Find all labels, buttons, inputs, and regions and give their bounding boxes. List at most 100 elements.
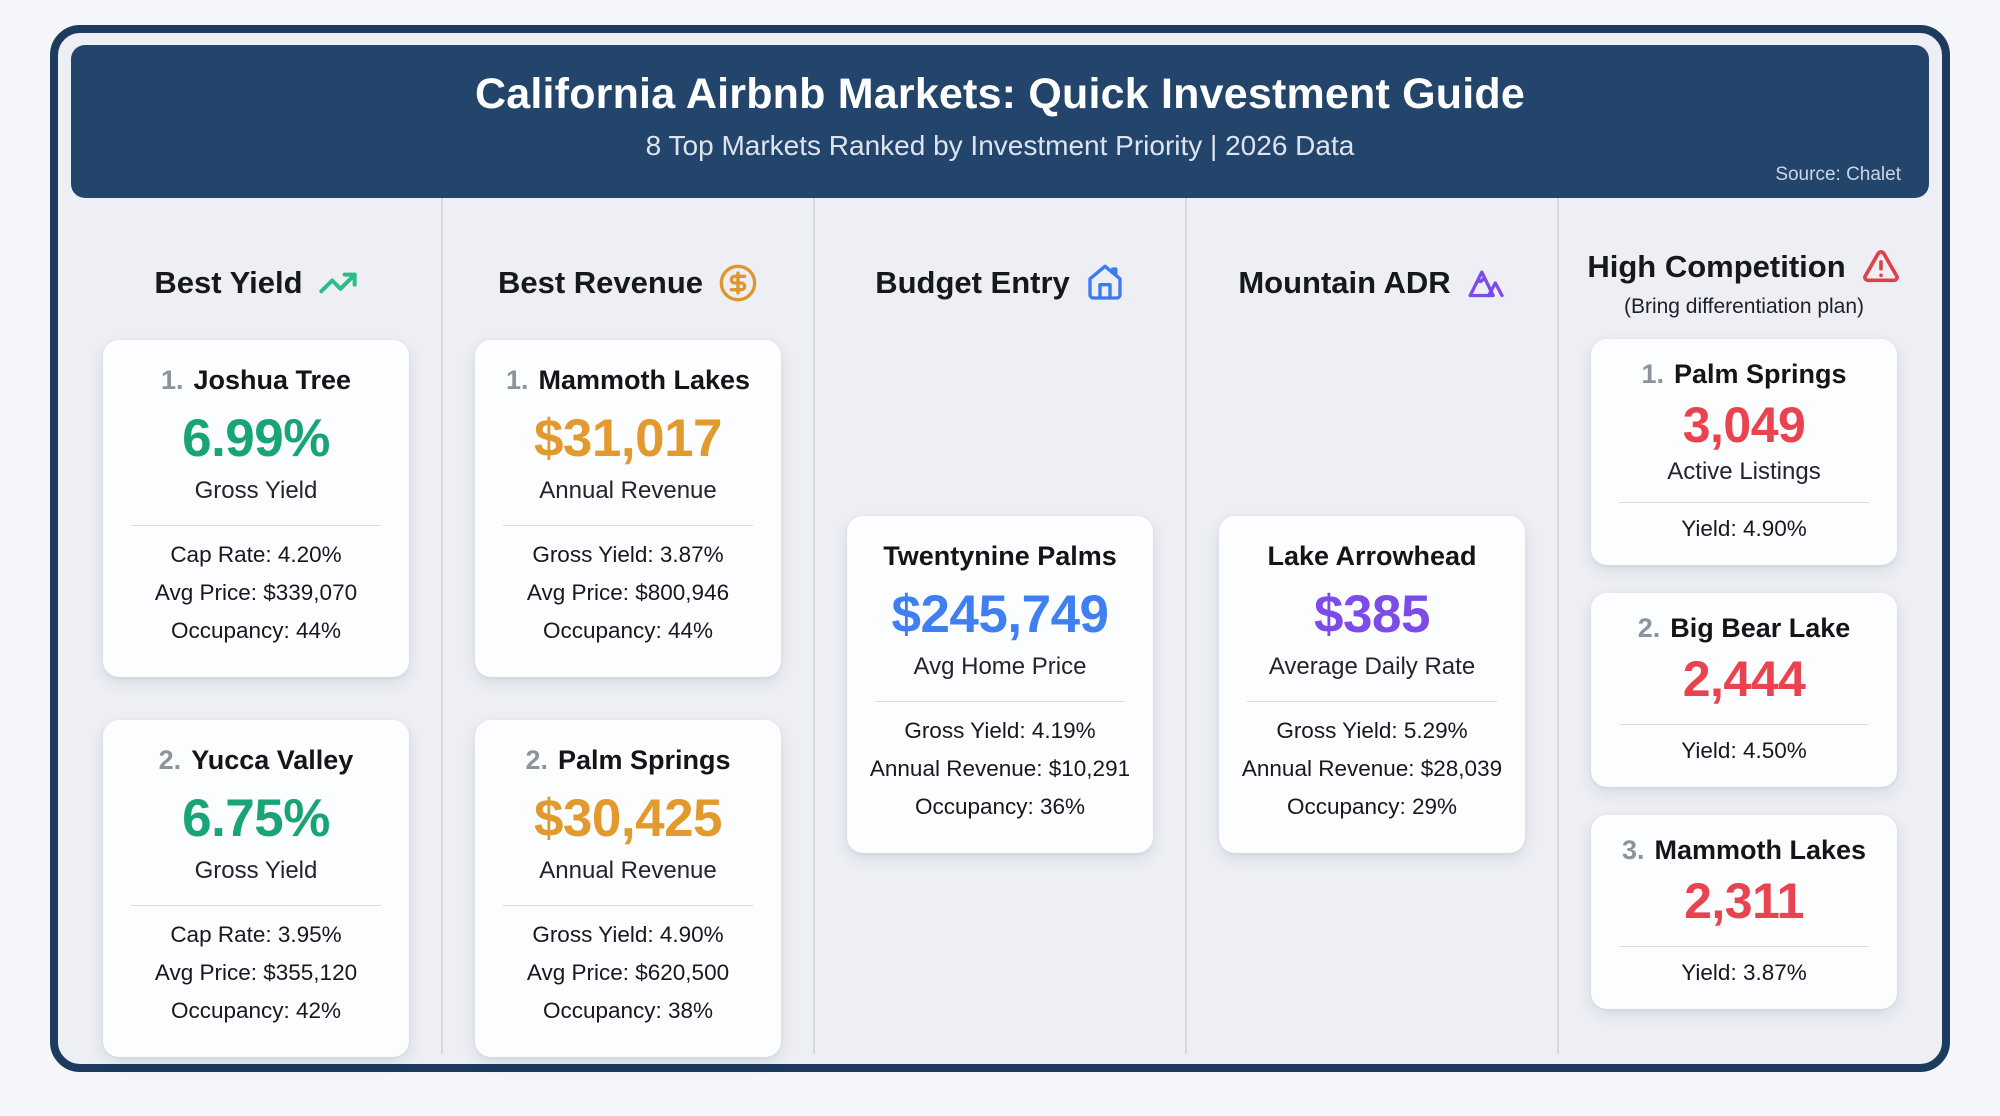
market-card-title: Lake Arrowhead [1233, 541, 1511, 572]
market-card-palm-springs: 1. Palm Springs 3,049 Active Listings Yield:… [1591, 339, 1897, 565]
market-details: Yield: 4.50% [1605, 733, 1883, 769]
column-mountain-adr: Mountain ADR Lake Arrowhead $385 Average Da… [1185, 198, 1557, 1054]
detail-line: Occupancy: 29% [1286, 794, 1458, 819]
detail-line: Annual Revenue: $10,291 [869, 756, 1131, 781]
card-divider [1619, 502, 1869, 503]
market-card-title: 2. Big Bear Lake [1605, 613, 1883, 644]
metric-value: 2,311 [1684, 873, 1804, 929]
metric-label: Avg Home Price [913, 653, 1087, 680]
market-card-big-bear-lake: 2. Big Bear Lake 2,444 Yield: 4.50% [1591, 593, 1897, 787]
column-header: Best Revenue [443, 260, 813, 306]
market-name: Palm Springs [1673, 359, 1847, 389]
column-header: High Competition (Bring differentiation p… [1559, 244, 1929, 319]
column-best-revenue: Best Revenue 1. Mammoth Lakes $31,017 Annual… [441, 198, 813, 1057]
column-title: Best Yield [154, 265, 303, 300]
metric-value: 6.75% [182, 789, 330, 848]
market-card-title: 3. Mammoth Lakes [1605, 835, 1883, 866]
cards-list: 1. Palm Springs 3,049 Active Listings Yield:… [1559, 339, 1929, 1009]
column-title: Mountain ADR [1238, 265, 1451, 300]
market-rank: 2. [158, 745, 182, 775]
market-details: Cap Rate: 4.20% Avg Price: $339,070 Occupa… [117, 536, 395, 650]
source-credit: Source: Chalet [1775, 164, 1901, 185]
market-rank: 1. [160, 365, 184, 395]
column-title-row: Budget Entry [815, 260, 1185, 306]
market-card-lake-arrowhead: Lake Arrowhead $385 Average Daily Rate Gros… [1219, 516, 1525, 853]
card-divider [1619, 724, 1869, 725]
mountain-icon [1466, 263, 1506, 303]
market-rank: 3. [1621, 835, 1645, 865]
market-details: Cap Rate: 3.95% Avg Price: $355,120 Occupa… [117, 916, 395, 1030]
card-divider [503, 525, 753, 526]
page-title: California Airbnb Markets: Quick Investm… [475, 70, 1525, 118]
market-name: Joshua Tree [193, 365, 352, 395]
metric-value: 3,049 [1682, 397, 1806, 453]
outer-frame: California Airbnb Markets: Quick Investm… [50, 25, 1950, 1072]
detail-line: Avg Price: $339,070 [154, 580, 358, 605]
market-card-yucca-valley: 2. Yucca Valley 6.75% Gross Yield Cap Rate: … [103, 720, 409, 1057]
market-details: Yield: 4.90% [1605, 511, 1883, 547]
detail-line: Yield: 3.87% [1681, 960, 1807, 985]
detail-line: Occupancy: 44% [170, 618, 342, 643]
detail-line: Occupancy: 42% [170, 998, 342, 1023]
cards-list: Lake Arrowhead $385 Average Daily Rate Gros… [1187, 516, 1557, 853]
market-rank: 2. [1637, 613, 1661, 643]
market-card-palm-springs: 2. Palm Springs $30,425 Annual Revenue Gross… [475, 720, 781, 1057]
market-name: Big Bear Lake [1670, 613, 1851, 643]
column-title-row: Mountain ADR [1187, 260, 1557, 306]
market-rank: 1. [505, 365, 529, 395]
column-best-yield: Best Yield 1. Joshua Tree 6.99% Gross Yield C… [71, 198, 441, 1057]
detail-line: Yield: 4.50% [1681, 738, 1807, 763]
market-card-joshua-tree: 1. Joshua Tree 6.99% Gross Yield Cap Rate: 4… [103, 340, 409, 677]
market-name: Twentynine Palms [883, 541, 1117, 571]
metric-value: $245,749 [891, 585, 1109, 644]
market-name: Yucca Valley [191, 745, 354, 775]
metric-label: Gross Yield [194, 477, 318, 504]
columns-container: Best Yield 1. Joshua Tree 6.99% Gross Yield C… [71, 198, 1929, 1057]
card-divider [875, 701, 1125, 702]
market-rank: 2. [525, 745, 548, 775]
warning-triangle-icon [1861, 247, 1901, 287]
metric-value: $31,017 [533, 409, 723, 468]
metric-value: 6.99% [182, 409, 330, 468]
market-rank: 1. [1641, 359, 1664, 389]
market-name: Palm Springs [557, 745, 731, 775]
detail-line: Annual Revenue: $28,039 [1241, 756, 1503, 781]
detail-line: Gross Yield: 3.87% [532, 542, 724, 567]
detail-line: Occupancy: 44% [542, 618, 714, 643]
metric-label: Annual Revenue [539, 477, 717, 504]
card-divider [1619, 946, 1869, 947]
cards-list: 1. Joshua Tree 6.99% Gross Yield Cap Rate: 4… [71, 340, 441, 1057]
detail-line: Gross Yield: 5.29% [1276, 718, 1468, 743]
cards-list: 1. Mammoth Lakes $31,017 Annual Revenue Gros… [443, 340, 813, 1057]
detail-line: Avg Price: $620,500 [526, 960, 730, 985]
detail-line: Gross Yield: 4.19% [904, 718, 1096, 743]
column-title: High Competition [1587, 249, 1846, 284]
detail-line: Occupancy: 38% [542, 998, 714, 1023]
market-card-title: 1. Mammoth Lakes [489, 365, 767, 396]
metric-label: Active Listings [1667, 458, 1821, 485]
detail-line: Avg Price: $800,946 [526, 580, 730, 605]
header-banner: California Airbnb Markets: Quick Investm… [71, 45, 1929, 198]
metric-value: $385 [1314, 585, 1430, 644]
detail-line: Cap Rate: 4.20% [170, 542, 342, 567]
column-title: Budget Entry [875, 265, 1070, 300]
market-details: Gross Yield: 3.87% Avg Price: $800,946 Occ… [489, 536, 767, 650]
detail-line: Cap Rate: 3.95% [170, 922, 342, 947]
market-card-mammoth-lakes: 1. Mammoth Lakes $31,017 Annual Revenue Gros… [475, 340, 781, 677]
market-name: Mammoth Lakes [538, 365, 751, 395]
market-card-twentynine-palms: Twentynine Palms $245,749 Avg Home Price Gr… [847, 516, 1153, 853]
metric-value: 2,444 [1682, 651, 1806, 707]
trending-up-icon [318, 263, 358, 303]
metric-value: $30,425 [533, 789, 723, 848]
market-details: Yield: 3.87% [1605, 955, 1883, 991]
market-details: Gross Yield: 4.19% Annual Revenue: $10,29… [861, 712, 1139, 826]
column-title-row: High Competition [1559, 244, 1929, 290]
cards-list: Twentynine Palms $245,749 Avg Home Price Gr… [815, 516, 1185, 853]
metric-label: Average Daily Rate [1268, 653, 1476, 680]
column-budget-entry: Budget Entry Twentynine Palms $245,749 Avg … [813, 198, 1185, 1054]
market-card-title: 1. Palm Springs [1605, 359, 1883, 390]
column-subtitle: (Bring differentiation plan) [1623, 295, 1865, 318]
circle-dollar-icon [718, 263, 758, 303]
column-header: Best Yield [71, 260, 441, 306]
market-card-mammoth-lakes: 3. Mammoth Lakes 2,311 Yield: 3.87% [1591, 815, 1897, 1009]
